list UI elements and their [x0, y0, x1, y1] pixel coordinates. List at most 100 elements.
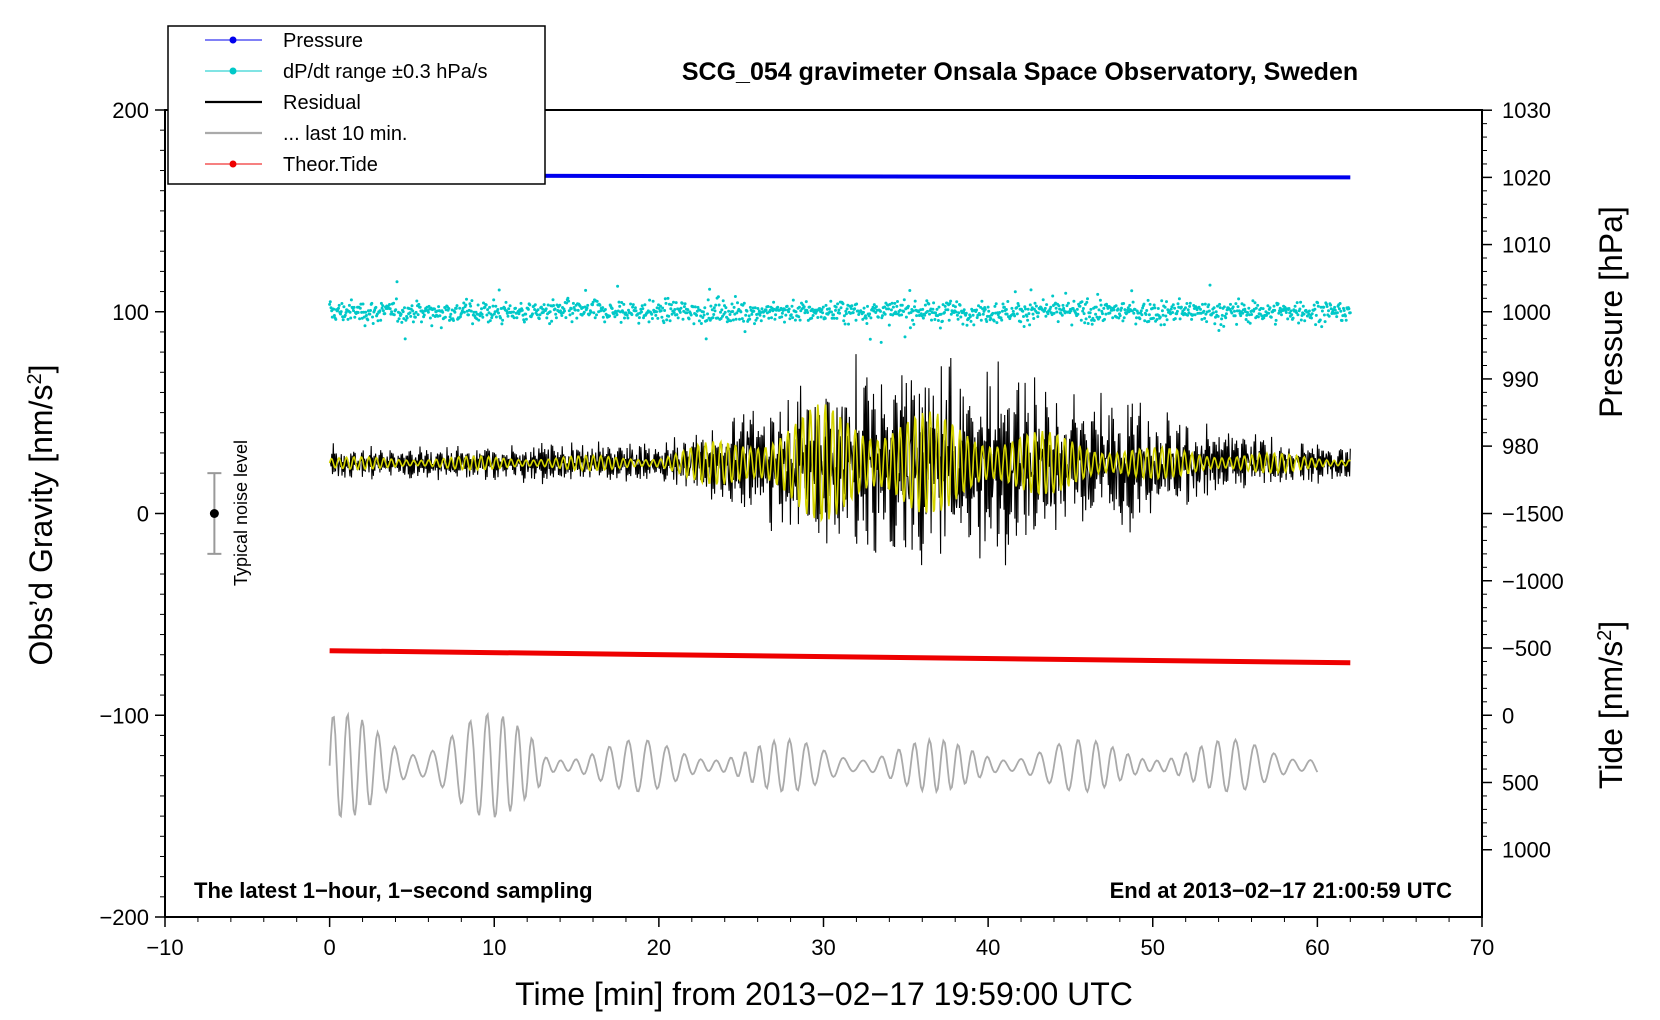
dpdt-point	[1034, 304, 1038, 308]
noise-level-marker: Typical noise level	[207, 440, 251, 586]
dpdt-point	[1019, 320, 1023, 324]
dpdt-point	[844, 312, 848, 316]
dpdt-point	[723, 310, 727, 314]
dpdt-point	[349, 298, 353, 302]
dpdt-point	[1031, 312, 1035, 316]
dpdt-point	[426, 310, 430, 314]
dpdt-point	[923, 313, 927, 317]
pressure-tick-label: 1000	[1502, 300, 1551, 325]
dpdt-point	[959, 315, 963, 319]
dpdt-point	[376, 319, 380, 323]
dpdt-point	[955, 300, 959, 304]
x-tick-label: 40	[976, 935, 1000, 960]
dpdt-point	[567, 299, 571, 303]
dpdt-point	[802, 305, 806, 309]
dpdt-point	[794, 310, 798, 314]
dpdt-point	[710, 308, 714, 312]
dpdt-point	[452, 319, 455, 322]
x-tick-label: 10	[482, 935, 506, 960]
dpdt-point	[906, 304, 910, 308]
dpdt-point	[619, 320, 623, 324]
dpdt-point	[1262, 316, 1266, 320]
dpdt-point	[972, 323, 976, 327]
dpdt-point	[589, 310, 593, 314]
dpdt-point	[617, 300, 621, 304]
dpdt-point	[1312, 303, 1316, 307]
dpdt-point	[742, 301, 746, 305]
dpdt-point	[998, 311, 1002, 314]
dpdt-point	[1333, 308, 1337, 312]
dpdt-point	[1123, 308, 1127, 312]
dpdt-point	[334, 317, 338, 321]
dpdt-point	[524, 312, 528, 316]
dpdt-point	[748, 317, 752, 321]
dpdt-point	[554, 312, 558, 316]
dpdt-point	[696, 305, 700, 309]
legend-label: ... last 10 min.	[283, 123, 408, 145]
dpdt-point	[1265, 313, 1268, 317]
dpdt-point	[835, 316, 839, 320]
dpdt-point	[1015, 312, 1019, 316]
dpdt-point	[485, 313, 489, 317]
y-axis-left: 200 100 0 −100 −200	[99, 98, 165, 930]
dpdt-point	[744, 313, 748, 317]
dpdt-point	[937, 305, 941, 309]
dpdt-point	[1218, 306, 1222, 310]
dpdt-point	[1111, 316, 1115, 320]
dpdt-point	[631, 303, 635, 307]
dpdt-point	[936, 319, 940, 322]
dpdt-point	[1066, 301, 1070, 305]
x-tick-label: 70	[1470, 935, 1494, 960]
dpdt-point	[995, 321, 999, 325]
dpdt-point	[1011, 309, 1015, 313]
x-tick-label: 0	[324, 935, 336, 960]
dpdt-point	[879, 340, 883, 344]
dpdt-point	[630, 313, 634, 317]
dpdt-point	[369, 309, 372, 312]
dpdt-point	[1075, 307, 1079, 311]
dpdt-point	[720, 308, 724, 312]
dpdt-point	[541, 310, 545, 314]
dpdt-point	[747, 314, 751, 318]
dpdt-point	[1203, 316, 1207, 320]
dpdt-point	[1231, 305, 1235, 309]
tide-tick-label: −1500	[1502, 502, 1564, 527]
dpdt-point	[343, 313, 347, 317]
dpdt-point	[844, 309, 848, 313]
dpdt-point	[729, 319, 733, 323]
dpdt-point	[388, 307, 392, 311]
dpdt-point	[1097, 308, 1101, 312]
dpdt-point	[1219, 323, 1223, 327]
dpdt-point	[1026, 307, 1030, 311]
dpdt-point	[1276, 302, 1280, 306]
dpdt-point	[682, 305, 686, 309]
dpdt-point	[1280, 313, 1283, 317]
dpdt-point	[953, 305, 957, 309]
dpdt-point	[925, 299, 929, 303]
legend-marker	[229, 67, 237, 75]
dpdt-point	[702, 313, 706, 317]
dpdt-point	[591, 300, 595, 304]
dpdt-point	[1146, 298, 1150, 302]
dpdt-point	[1043, 306, 1047, 310]
dpdt-point	[430, 324, 434, 328]
dpdt-point	[1175, 312, 1179, 316]
dpdt-point	[854, 318, 858, 322]
dpdt-point	[961, 322, 965, 326]
dpdt-point	[1080, 300, 1084, 304]
dpdt-point	[481, 315, 485, 319]
dpdt-point	[932, 301, 936, 305]
dpdt-point	[1269, 315, 1273, 319]
dpdt-point	[420, 320, 423, 324]
dpdt-point	[904, 315, 908, 319]
dpdt-point	[1112, 308, 1116, 312]
dpdt-point	[1086, 297, 1089, 301]
dpdt-point	[909, 311, 913, 314]
dpdt-point	[1236, 305, 1240, 309]
dpdt-point	[1329, 303, 1333, 307]
dpdt-point	[1122, 316, 1126, 320]
dpdt-point	[1065, 304, 1069, 308]
dpdt-point	[711, 316, 715, 320]
dpdt-point	[595, 299, 599, 303]
dpdt-point	[567, 309, 571, 313]
